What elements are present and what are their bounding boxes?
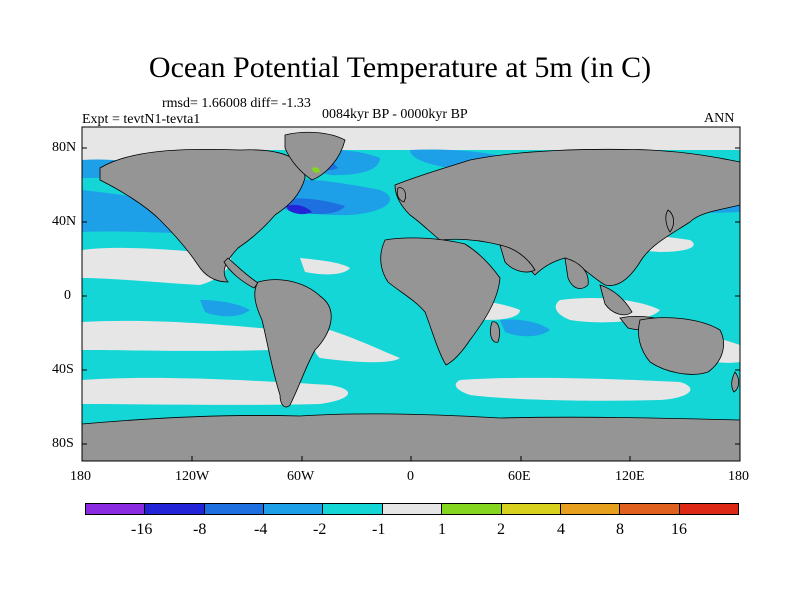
stats-text: rmsd= 1.66008 diff= -1.33 [162,96,311,111]
period-label: 0084kyr BP - 0000kyr BP [322,107,468,122]
antarctica [82,413,740,461]
colorbar-segment [560,504,621,514]
north-america [99,149,306,283]
colorbar-segment [382,504,443,514]
colorbar-segment [679,504,738,514]
colorbar-segment [86,504,146,514]
lat-tick-label: 40S [52,362,74,377]
colorbar-segment [204,504,265,514]
lat-tick-label: 40N [52,214,77,229]
southeast-asia [599,284,633,316]
colorbar-label: -8 [193,521,207,538]
map-title: Ocean Potential Temperature at 5m (in C) [148,51,652,84]
central-america [223,257,259,289]
land-masses [82,131,740,461]
lon-tick-label: 180 [728,469,749,484]
colorbar-label: -2 [313,521,327,538]
arabia [499,244,536,273]
lon-tick-label: 0 [407,469,414,484]
colorbar-segment [323,504,383,514]
colorbar-label: 1 [438,521,446,538]
lat-tick-label: 80N [52,140,77,155]
lat-tick-label: 80S [52,436,74,451]
experiment-label: Expt = tevtN1-tevta1 [82,112,201,127]
colorbar-segment [442,504,502,514]
australia [638,317,724,375]
colorbar-label: 8 [616,521,624,538]
lat-tick-label: 0 [64,288,71,303]
uk [396,187,406,203]
japan [665,209,674,233]
map-ticks [82,147,740,461]
map-field [82,127,740,461]
colorbar-label: -1 [372,521,386,538]
lon-tick-label: 180 [70,469,91,484]
africa [380,237,501,366]
lon-tick-label: 60W [287,469,315,484]
new-zealand [731,371,740,393]
colorbar-label: 16 [671,521,687,538]
lon-tick-label: 60E [508,469,531,484]
lon-tick-label: 120W [175,469,210,484]
colorbar-label: 4 [557,521,565,538]
madagascar [490,321,500,343]
colorbar-segment [145,504,205,514]
lon-tick-label: 120E [615,469,645,484]
india [564,257,589,289]
warming-spot [312,167,320,173]
greenland [284,131,346,181]
colorbar-segment [264,504,324,514]
colorbar-label: -4 [254,521,268,538]
colorbar-segment [620,504,680,514]
eurasia [394,148,740,286]
season-label: ANN [704,111,735,126]
colorbar [85,503,739,515]
colorbar-label: -16 [131,521,153,538]
colorbar-label: 2 [497,521,505,538]
south-america [254,279,332,408]
colorbar-segment [501,504,561,514]
